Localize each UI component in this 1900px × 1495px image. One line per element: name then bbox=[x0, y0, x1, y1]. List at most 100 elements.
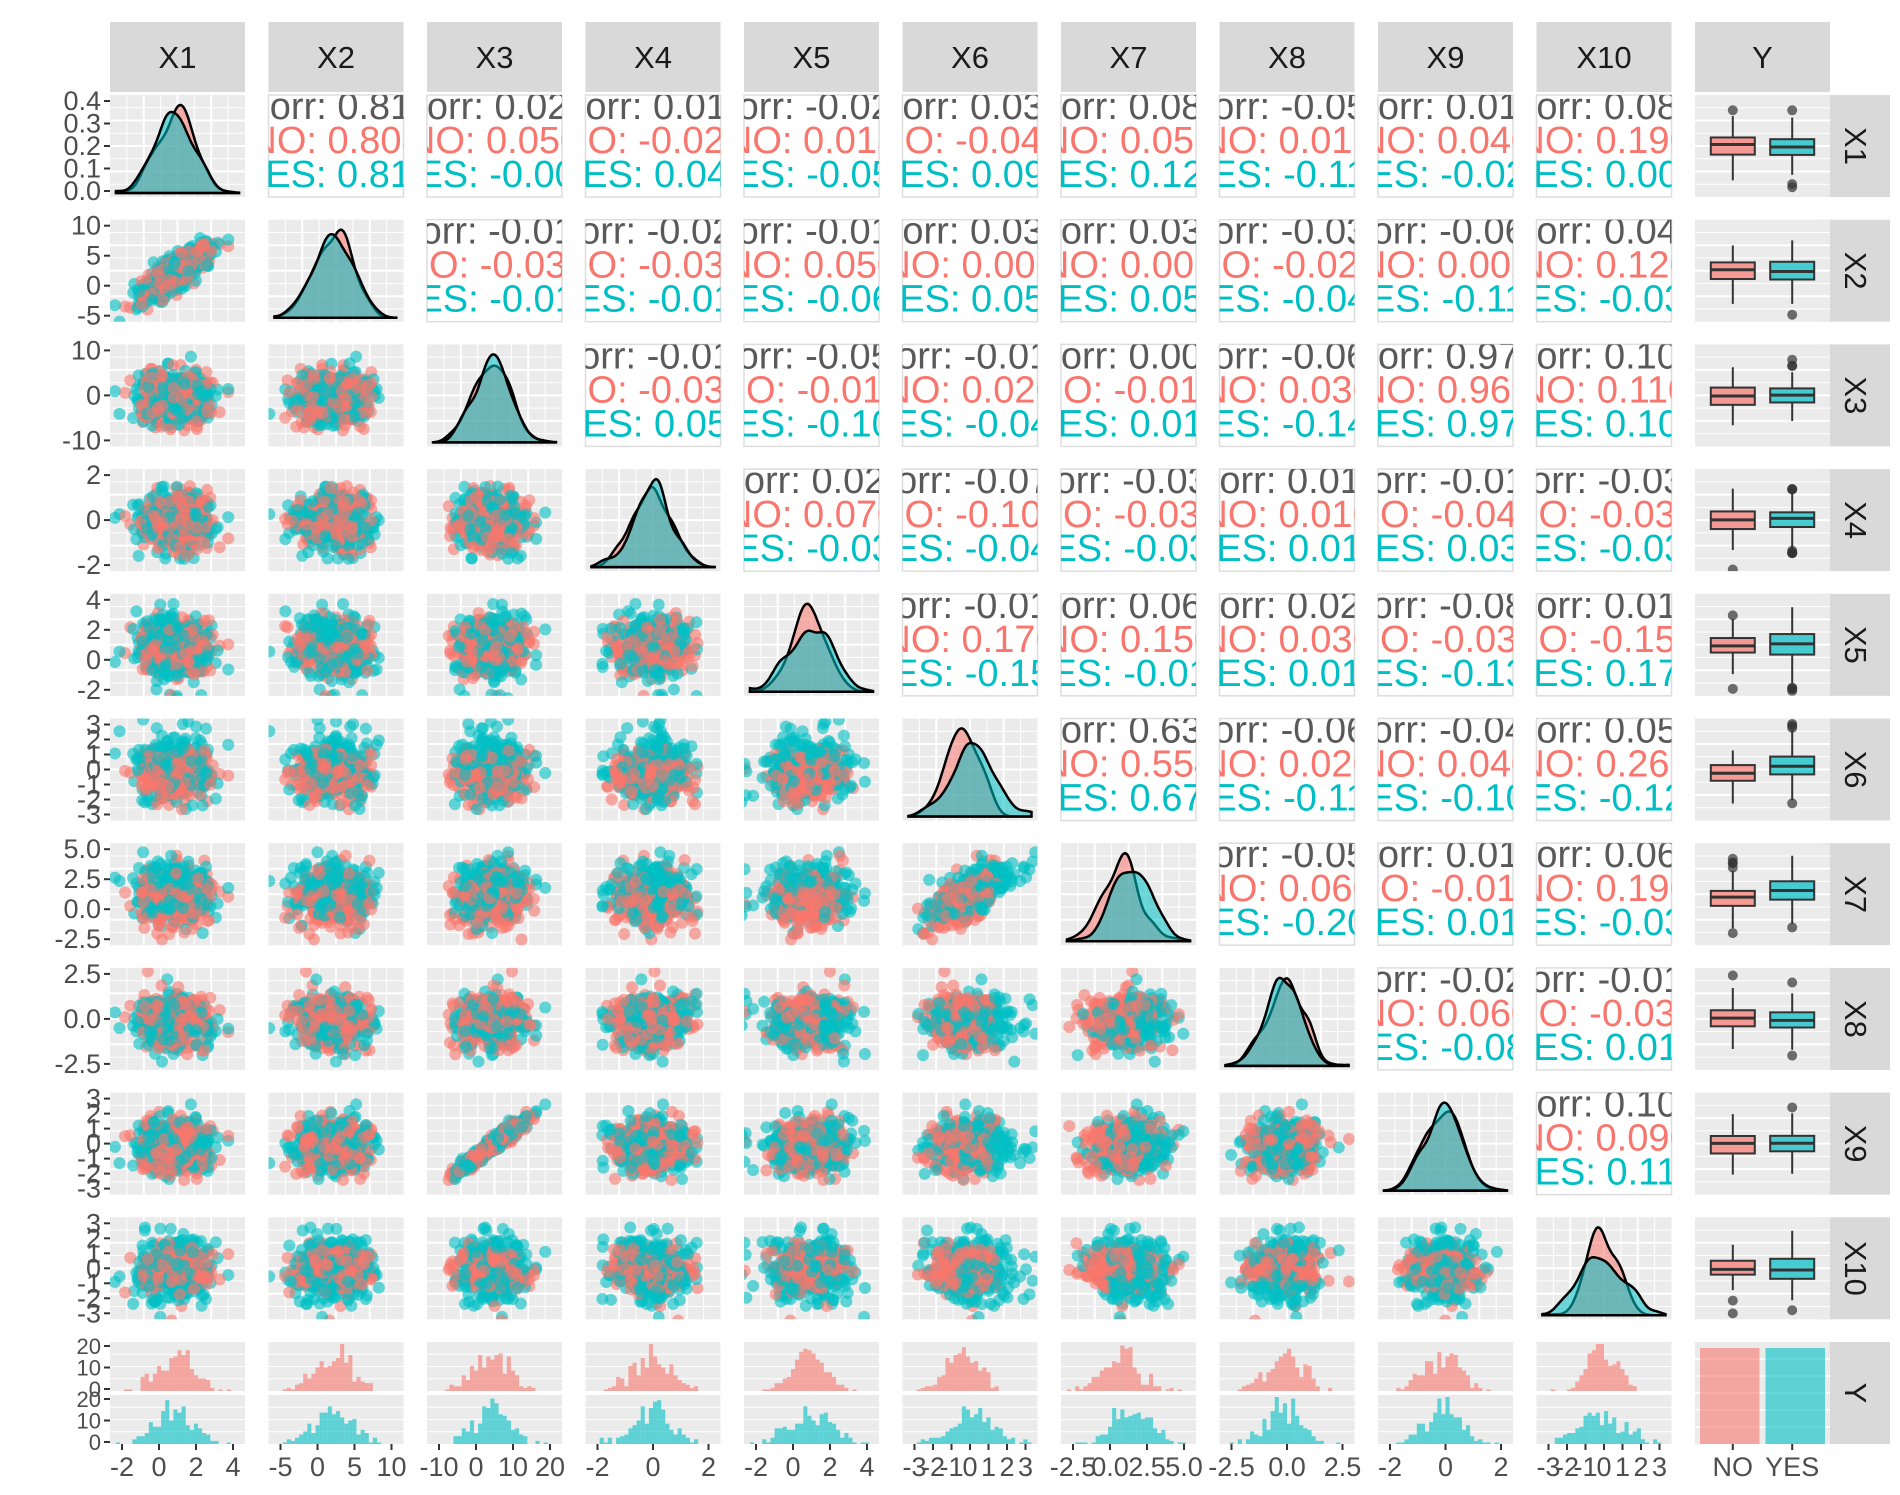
scatter-point bbox=[167, 598, 179, 610]
corr-yes-text: YES: -0.150 bbox=[868, 653, 1073, 695]
scatter-point bbox=[465, 522, 477, 534]
corr-yes-text: YES: -0.120 bbox=[1502, 778, 1707, 820]
scatter-point bbox=[502, 533, 514, 545]
scatter-point bbox=[201, 649, 213, 661]
corr-yes-text: YES: 0.170 bbox=[1508, 653, 1700, 695]
row-strip-X2: X2 bbox=[1820, 220, 1890, 322]
scatter-point bbox=[114, 646, 126, 658]
scatter-point bbox=[350, 623, 362, 635]
scatter-point bbox=[171, 490, 183, 502]
scatter-point bbox=[307, 495, 319, 507]
scatter-point bbox=[168, 404, 180, 416]
corr-yes-text: YES: 0.010 bbox=[1191, 528, 1383, 570]
corr-yes-text: YES: -0.100 bbox=[1343, 778, 1548, 820]
panel-X2-X1 bbox=[109, 220, 245, 328]
scatter-point bbox=[329, 539, 341, 551]
scatter-point bbox=[153, 613, 165, 625]
scatter-point bbox=[114, 316, 126, 328]
scatter-point bbox=[200, 366, 212, 378]
scatter-point bbox=[320, 690, 332, 702]
scatter-point bbox=[214, 541, 226, 553]
column-strip-label: X4 bbox=[634, 40, 672, 75]
corr-yes-text: YES: 0.679 bbox=[1032, 778, 1224, 820]
row-strip-X9: X9 bbox=[1820, 1093, 1890, 1195]
corr-yes-text: YES: -0.030 bbox=[709, 528, 914, 570]
scatter-point bbox=[210, 523, 222, 535]
scatter-point bbox=[324, 482, 336, 494]
scatter-point bbox=[164, 642, 176, 654]
scatter-point bbox=[222, 383, 234, 395]
scatter-point bbox=[505, 547, 517, 559]
row-strip-X7: X7 bbox=[1820, 843, 1890, 945]
corr-yes-text: YES: 0.010 bbox=[1032, 403, 1224, 445]
column-strip-label: Y bbox=[1752, 40, 1773, 75]
column-strip-label: X2 bbox=[317, 40, 355, 75]
scatter-point bbox=[133, 285, 145, 297]
row-strip-Y: Y bbox=[1820, 1342, 1890, 1444]
row-strip-label: X7 bbox=[1838, 875, 1873, 913]
scatter-point bbox=[317, 546, 329, 558]
corr-yes-text: YES: -0.060 bbox=[709, 279, 914, 321]
scatter-point bbox=[133, 550, 145, 562]
row-strip-label: X1 bbox=[1838, 127, 1873, 165]
panel-X5-X1 bbox=[109, 594, 245, 704]
scatter-point bbox=[342, 553, 354, 565]
scatter-point bbox=[165, 690, 177, 702]
scatter-point bbox=[114, 408, 126, 420]
scatter-point bbox=[175, 246, 187, 258]
column-strip-X9: X9 bbox=[1378, 22, 1513, 92]
row-strip-label: X6 bbox=[1838, 751, 1873, 789]
scatter-point bbox=[324, 372, 336, 384]
scatter-point bbox=[282, 651, 294, 663]
row-strip-X3: X3 bbox=[1820, 344, 1890, 446]
column-strip-X3: X3 bbox=[427, 22, 562, 92]
scatter-point bbox=[263, 646, 275, 658]
corr-yes-text: YES: -0.020 bbox=[1343, 154, 1548, 196]
scatter-point bbox=[182, 265, 194, 277]
scatter-point bbox=[171, 692, 183, 704]
corr-yes-text: YES: -0.030 bbox=[1502, 528, 1707, 570]
scatter-point bbox=[492, 481, 504, 493]
panel-X5-X3 bbox=[427, 594, 562, 704]
column-strip-X8: X8 bbox=[1220, 22, 1355, 92]
corr-yes-text: YES: -0.050 bbox=[709, 154, 914, 196]
scatter-point bbox=[119, 387, 131, 399]
scatter-point bbox=[222, 532, 234, 544]
column-strip-label: X5 bbox=[793, 40, 831, 75]
corr-yes-text: YES: -0.040 bbox=[1185, 279, 1390, 321]
scatter-point bbox=[155, 421, 167, 433]
